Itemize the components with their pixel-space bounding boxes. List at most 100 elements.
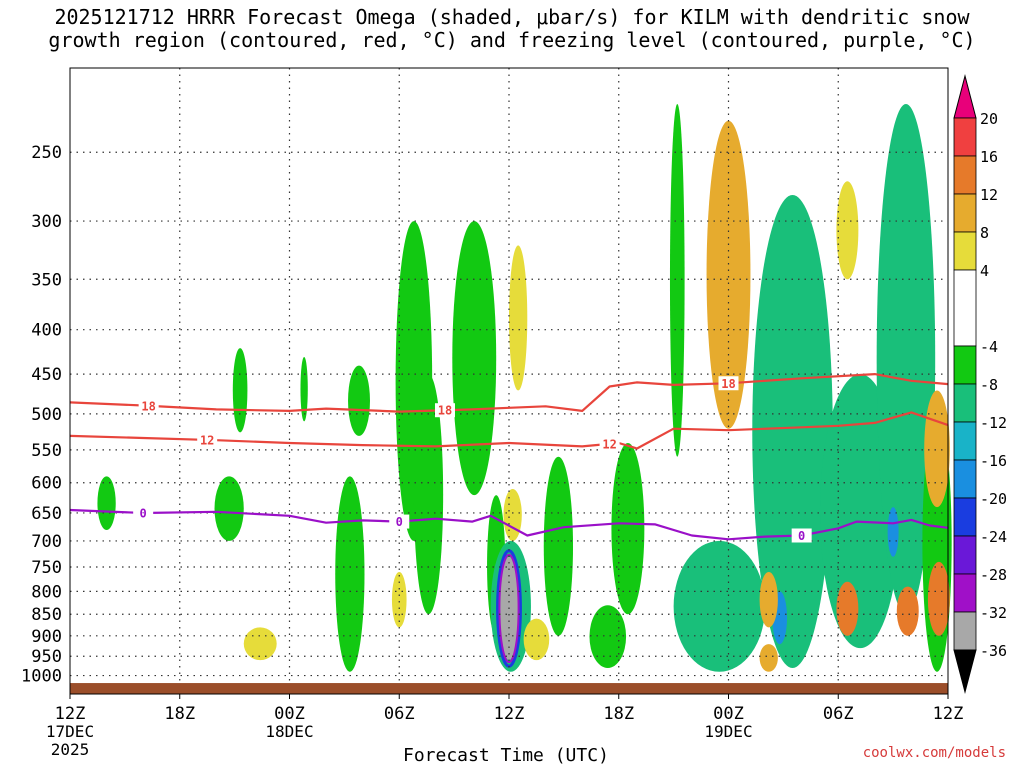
contour-label-bg — [389, 514, 410, 529]
omega-region — [243, 627, 277, 661]
omega-region — [452, 221, 497, 496]
colorbar-segment — [953, 459, 977, 499]
colorbar-segment — [953, 383, 977, 423]
omega-region — [348, 365, 370, 436]
x-axis-label: Forecast Time (UTC) — [403, 745, 609, 766]
colorbar-segment — [953, 497, 977, 537]
contour-label: 18 — [721, 377, 735, 391]
omega-region — [589, 605, 627, 668]
omega-region — [503, 488, 522, 541]
colorbar-segment — [953, 231, 977, 271]
x-tick-label: 18Z — [603, 704, 634, 724]
contour-line — [69, 508, 949, 541]
omega-region — [543, 456, 574, 636]
x-tick-label: 06Z — [384, 704, 415, 724]
colorbar-label: -24 — [980, 528, 1007, 546]
y-tick-label: 1000 — [21, 667, 62, 687]
chart-title-line-1: 2025121712 HRRR Forecast Omega (shaded, … — [54, 5, 970, 29]
temperature-contours: 18 18 18 12 12 0 0 0 — [69, 373, 949, 543]
omega-region — [232, 348, 248, 433]
colorbar-segment — [953, 421, 977, 461]
y-tick-label: 500 — [31, 405, 62, 425]
omega-region — [706, 120, 751, 429]
chart-title: 2025121712 HRRR Forecast Omega (shaded, … — [0, 6, 1024, 52]
colorbar-label: -28 — [980, 566, 1007, 584]
omega-region — [836, 181, 859, 280]
colorbar-label: 16 — [980, 148, 998, 166]
omega-region — [896, 586, 919, 636]
gridlines — [70, 68, 948, 694]
colorbar-segment — [953, 345, 977, 385]
contour-label: 12 — [602, 437, 616, 451]
contour-label-bg — [197, 432, 218, 447]
y-tick-label: 800 — [31, 582, 62, 602]
x-tick-date-label: 19DEC — [704, 722, 752, 741]
contour-label-bg — [133, 505, 154, 520]
omega-shading — [97, 103, 952, 672]
omega-region — [669, 103, 685, 457]
x-tick-label: 12Z — [494, 704, 525, 724]
colorbar-arrow-bottom — [953, 649, 977, 694]
y-tick-label: 300 — [31, 212, 62, 232]
omega-region — [413, 374, 444, 615]
contour-label-bg — [599, 436, 620, 451]
omega-region — [611, 442, 645, 615]
source-credit[interactable]: coolwx.com/models — [862, 745, 1006, 761]
colorbar-label: -12 — [980, 414, 1007, 432]
chart-title-line-2: growth region (contoured, red, °C) and f… — [48, 28, 976, 52]
x-tick-label: 06Z — [823, 704, 854, 724]
omega-region — [391, 571, 407, 628]
colorbar-label: 20 — [980, 110, 998, 128]
contour-line — [69, 373, 949, 413]
x-tick-label: 18Z — [164, 704, 195, 724]
omega-region — [876, 103, 936, 615]
omega-region — [508, 245, 528, 391]
omega-region — [523, 618, 550, 661]
colorbar-arrow-top — [953, 74, 977, 119]
omega-region — [759, 644, 778, 672]
y-tick-label: 750 — [31, 558, 62, 578]
x-tick-label: 00Z — [713, 704, 744, 724]
colorbar-segment — [953, 155, 977, 195]
colorbar-label: 8 — [980, 224, 989, 242]
omega-region — [300, 356, 308, 422]
omega-region — [759, 571, 778, 628]
colorbar-label: -8 — [980, 376, 998, 394]
y-tick-label: 450 — [31, 365, 62, 385]
terrain-band — [70, 683, 948, 694]
contour-label-bg — [791, 528, 812, 543]
y-tick-label: 900 — [31, 627, 62, 647]
contour-label: 0 — [798, 529, 805, 543]
y-tick-label: 600 — [31, 474, 62, 494]
y-axis: 2503003504004505005506006507007508008509… — [21, 143, 62, 686]
y-tick-label: 400 — [31, 321, 62, 341]
colorbar-label: 12 — [980, 186, 998, 204]
omega-region — [887, 507, 899, 557]
colorbar-label: -4 — [980, 338, 998, 356]
omega-region — [927, 561, 950, 636]
y-tick-label: 700 — [31, 532, 62, 552]
x-tick-label: 12Z — [55, 704, 86, 724]
colorbar-label: -16 — [980, 452, 1007, 470]
colorbar-segment — [953, 611, 977, 651]
x-tick-date-label: 17DEC — [46, 722, 94, 741]
contour-label: 18 — [141, 399, 155, 413]
omega-region — [924, 390, 950, 508]
x-tick-date-label: 18DEC — [265, 722, 313, 741]
omega-region — [752, 195, 833, 668]
omega-region — [214, 476, 244, 541]
colorbar: 20 16 12 8 4 -4 -8 -12 -16 -20 -24 -28 -32 -36 — [953, 74, 1007, 694]
contour-label: 18 — [438, 404, 452, 418]
x-tick-label: 12Z — [933, 704, 964, 724]
colorbar-segment — [953, 573, 977, 613]
contour-label-bg — [434, 403, 455, 418]
colorbar-label: -36 — [980, 642, 1007, 660]
contour-label-bg — [718, 376, 739, 391]
y-tick-label: 550 — [31, 441, 62, 461]
colorbar-segment — [953, 117, 977, 157]
colorbar-segment — [953, 269, 977, 347]
colorbar-label: -20 — [980, 490, 1007, 508]
contour-label: 0 — [140, 506, 147, 520]
